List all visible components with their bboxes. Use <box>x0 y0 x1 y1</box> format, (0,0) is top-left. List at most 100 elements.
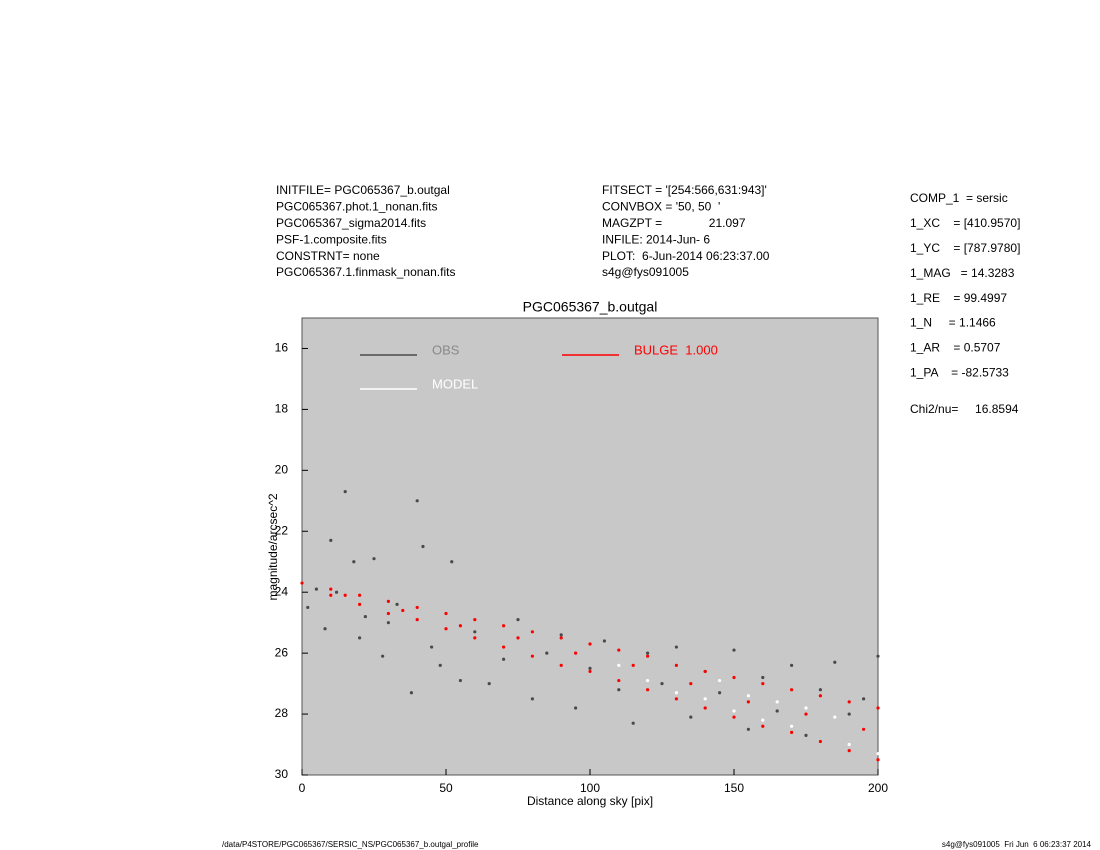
point <box>329 587 333 591</box>
header-line: CONVBOX = '50, 50 ' <box>602 200 720 214</box>
point <box>876 654 880 658</box>
point <box>530 697 535 701</box>
point <box>847 742 851 747</box>
point <box>415 605 419 610</box>
point <box>559 633 563 637</box>
point <box>646 651 650 655</box>
footer-path: /data/P4STORE/PGC065367/SERSIC_NS/PGC065… <box>222 840 479 849</box>
point <box>746 727 751 731</box>
point <box>732 648 736 652</box>
point <box>358 636 362 640</box>
legend-label: OBS <box>432 342 460 357</box>
legend-label: MODEL <box>432 376 478 391</box>
point <box>833 660 837 664</box>
point <box>343 490 347 494</box>
point <box>818 694 823 698</box>
point <box>804 712 808 716</box>
x-tick-label: 0 <box>299 781 306 795</box>
point <box>631 663 635 667</box>
point <box>502 657 506 661</box>
point <box>545 651 549 655</box>
point <box>674 697 679 701</box>
y-tick-label: 20 <box>275 463 289 477</box>
point <box>473 618 477 622</box>
point <box>746 694 751 698</box>
point <box>487 682 491 686</box>
header-line: s4g@fys091005 <box>602 265 689 279</box>
point <box>358 602 362 606</box>
point <box>761 724 765 728</box>
plot-background <box>301 317 879 776</box>
x-tick-label: 200 <box>868 781 888 795</box>
x-tick-label: 150 <box>724 781 744 795</box>
point <box>689 682 693 686</box>
point <box>358 593 362 597</box>
point <box>502 645 506 649</box>
point <box>530 630 535 634</box>
point <box>409 691 414 695</box>
point <box>775 709 779 713</box>
y-tick-label: 26 <box>275 645 289 659</box>
point <box>847 700 851 704</box>
point <box>818 688 823 692</box>
header-line: PGC065367_sigma2014.fits <box>276 216 426 230</box>
point <box>703 697 707 701</box>
point <box>530 654 535 658</box>
point <box>352 560 356 564</box>
point <box>660 682 664 686</box>
point <box>559 663 563 667</box>
point <box>559 636 563 640</box>
point <box>588 669 592 674</box>
header-line: MAGZPT = 21.097 <box>602 216 746 230</box>
point <box>386 621 390 625</box>
point <box>761 682 765 686</box>
y-tick-label: 22 <box>275 523 289 537</box>
point <box>775 700 779 704</box>
point <box>323 627 327 631</box>
point <box>450 560 454 564</box>
point <box>833 715 837 719</box>
footer-stamp: s4g@fys091005 Fri Jun 6 06:23:37 2014 <box>942 840 1092 849</box>
point <box>516 618 520 622</box>
legend-label: BULGE 1.000 <box>634 342 718 357</box>
point <box>458 678 462 683</box>
parameter: Chi2/nu= 16.8594 <box>910 402 1019 416</box>
point <box>421 544 425 549</box>
point <box>804 733 808 737</box>
x-tick-label: 100 <box>580 781 600 795</box>
point <box>617 688 621 692</box>
point <box>674 691 679 695</box>
point <box>314 587 318 591</box>
point <box>862 727 866 731</box>
point <box>674 663 679 667</box>
x-tick-label: 50 <box>439 781 453 795</box>
point <box>381 654 385 658</box>
point <box>329 593 333 597</box>
point <box>646 678 650 683</box>
y-tick-label: 28 <box>275 706 289 720</box>
point <box>386 611 390 616</box>
header-line: PLOT: 6-Jun-2014 06:23:37.00 <box>602 249 770 263</box>
point <box>516 636 520 640</box>
chart-title: PGC065367_b.outgal <box>523 299 658 315</box>
point <box>718 691 722 695</box>
point <box>588 642 592 646</box>
point <box>617 663 621 667</box>
point <box>631 721 635 725</box>
point <box>876 706 880 710</box>
header-line: PGC065367.1.finmask_nonan.fits <box>276 265 455 279</box>
point <box>430 645 434 649</box>
point <box>343 593 347 597</box>
point <box>438 663 442 667</box>
parameter: 1_N = 1.1466 <box>910 316 996 330</box>
point <box>804 706 808 710</box>
point <box>386 599 390 603</box>
point <box>502 624 506 628</box>
point <box>790 663 794 667</box>
point <box>761 718 765 722</box>
point <box>876 752 880 756</box>
point <box>574 706 578 710</box>
point <box>306 605 310 610</box>
point <box>646 688 650 692</box>
